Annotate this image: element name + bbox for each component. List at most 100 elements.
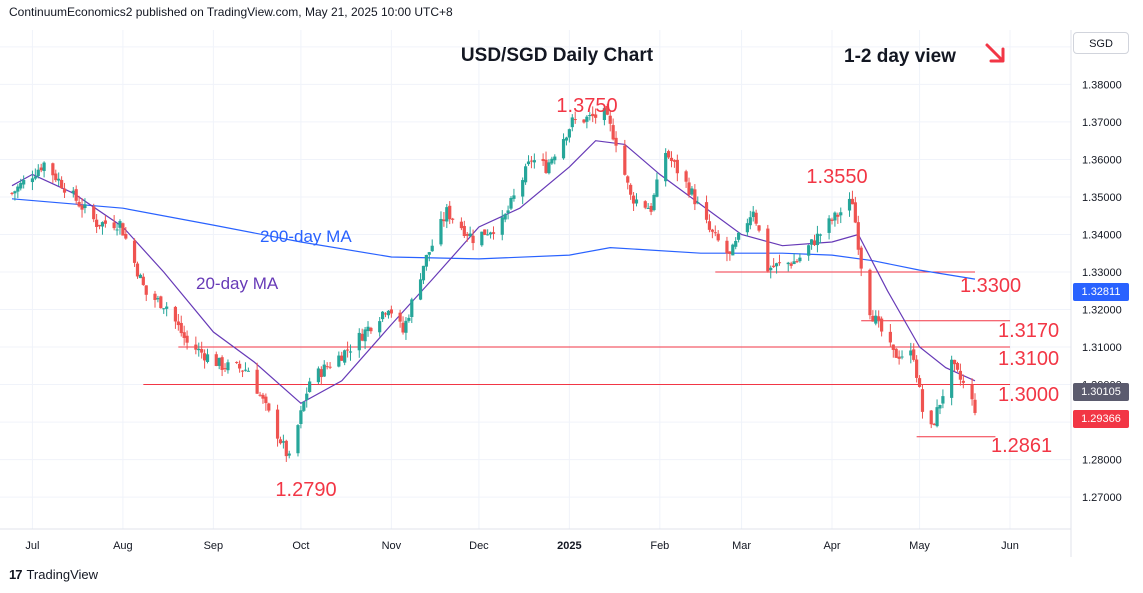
candle [135, 261, 140, 279]
candle [868, 268, 872, 320]
candle [138, 273, 142, 279]
candle [687, 177, 691, 198]
candle [360, 328, 364, 342]
price-axis-ticks: 1.270001.280001.290001.300001.310001.320… [1082, 42, 1122, 504]
candle [100, 221, 105, 235]
candle [214, 351, 218, 367]
candle [675, 154, 679, 182]
candle [526, 155, 531, 166]
candle [369, 326, 373, 334]
candle [10, 191, 14, 196]
candle [827, 215, 831, 240]
candle [103, 215, 107, 228]
candle [909, 342, 913, 364]
trough-label: 1.2790 [275, 479, 336, 501]
candle [623, 139, 627, 176]
candle [792, 253, 796, 265]
candles [10, 103, 977, 462]
candle [451, 217, 455, 224]
candle [812, 234, 817, 246]
currency-selector[interactable]: SGD [1073, 32, 1129, 54]
y-tick-label: 1.37000 [1082, 117, 1122, 129]
candle [121, 222, 125, 236]
candle [521, 177, 525, 205]
candle [751, 206, 755, 222]
candle [287, 450, 291, 459]
candle [818, 233, 822, 244]
candle [941, 389, 945, 409]
candle [386, 310, 391, 319]
x-tick-label: Dec [469, 540, 489, 552]
candle [544, 151, 548, 174]
candle [614, 131, 618, 153]
candle [970, 378, 974, 406]
candle [955, 361, 960, 372]
tradingview-footer[interactable]: 17 TradingView [9, 567, 98, 582]
candle [54, 169, 58, 183]
candle [465, 231, 469, 242]
candle [71, 187, 75, 198]
candle [961, 374, 965, 389]
candle [302, 401, 306, 412]
candle [594, 108, 598, 124]
candle [491, 226, 496, 240]
candle [582, 119, 586, 124]
candle [608, 110, 612, 132]
candle [786, 261, 790, 272]
candle [798, 253, 802, 263]
candle [159, 295, 163, 309]
candle [243, 362, 248, 372]
candle [932, 422, 936, 426]
candle [664, 148, 668, 187]
candle [153, 290, 157, 308]
ma20-line [11, 140, 976, 405]
candle [36, 164, 40, 179]
candle [389, 305, 393, 318]
candle [524, 163, 528, 185]
candle [255, 362, 259, 394]
candle [710, 228, 714, 239]
x-tick-label: Jul [25, 540, 39, 552]
candle [42, 161, 46, 178]
candle [401, 316, 405, 335]
candle [777, 254, 782, 266]
arrow-down-right-icon [985, 43, 1005, 63]
candle [226, 359, 230, 374]
candle [357, 328, 361, 358]
candle [284, 439, 288, 462]
candle [547, 159, 551, 175]
candle [833, 211, 837, 227]
candle [308, 377, 312, 393]
candle [950, 355, 954, 406]
candle [643, 200, 647, 210]
view-label: 1-2 day view [844, 46, 956, 67]
candle [459, 217, 463, 231]
candle [319, 366, 323, 386]
x-tick-label: Jun [1001, 540, 1019, 552]
candle [165, 302, 169, 317]
candle [22, 175, 26, 189]
candle [278, 436, 283, 445]
y-tick-label: 1.27000 [1082, 492, 1122, 504]
x-tick-label: Oct [292, 540, 309, 552]
candle [877, 310, 881, 328]
candle [144, 285, 148, 302]
candle [468, 226, 472, 238]
candle [448, 201, 452, 225]
candle [646, 203, 650, 209]
candle [850, 190, 855, 205]
candle [958, 363, 963, 386]
candle [74, 185, 78, 205]
candle [734, 237, 738, 250]
y-tick-label: 1.31000 [1082, 342, 1122, 354]
candle [713, 225, 717, 237]
candle [118, 219, 122, 235]
candle [655, 172, 659, 198]
candle [707, 214, 712, 233]
candle [296, 424, 300, 457]
candle [917, 375, 922, 388]
candle [205, 348, 210, 364]
candle [570, 114, 574, 132]
peak-label-2: 1.3550 [806, 166, 867, 188]
